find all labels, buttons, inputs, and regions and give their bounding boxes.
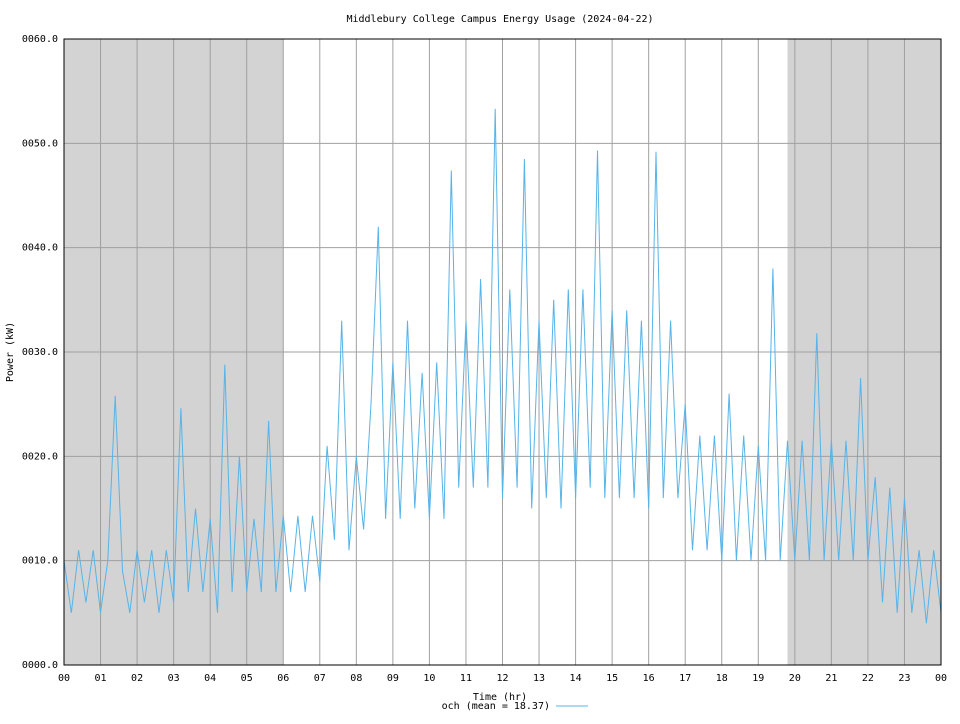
- x-tick-label: 17: [679, 673, 691, 684]
- x-tick-label: 22: [862, 673, 874, 684]
- x-tick-label: 21: [825, 673, 837, 684]
- y-tick-label: 0010.0: [22, 556, 58, 567]
- x-tick-label: 13: [533, 673, 545, 684]
- plot-border: [63, 38, 942, 666]
- x-tick-label: 06: [277, 673, 289, 684]
- y-tick-label: 0040.0: [22, 243, 58, 254]
- y-tick-label: 0050.0: [22, 138, 58, 149]
- x-tick-label: 14: [570, 673, 582, 684]
- chart-title: Middlebury College Campus Energy Usage (…: [346, 14, 653, 25]
- x-tick-label: 01: [95, 673, 107, 684]
- x-tick-label: 11: [460, 673, 472, 684]
- x-tick-label: 10: [423, 673, 435, 684]
- x-tick-label: 18: [716, 673, 728, 684]
- x-tick-label: 15: [606, 673, 618, 684]
- x-tick-label: 09: [387, 673, 399, 684]
- x-tick-label: 00: [58, 673, 70, 684]
- y-tick-label: 0020.0: [22, 451, 58, 462]
- x-tick-label: 12: [496, 673, 508, 684]
- x-tick-label: 08: [350, 673, 362, 684]
- x-tick-label: 20: [789, 673, 801, 684]
- y-axis-label: Power (kW): [5, 322, 16, 382]
- x-tick-label: 05: [241, 673, 253, 684]
- x-tick-label: 16: [643, 673, 655, 684]
- y-tick-label: 0030.0: [22, 347, 58, 358]
- x-tick-label: 07: [314, 673, 326, 684]
- x-tick-label: 23: [898, 673, 910, 684]
- x-tick-label: 19: [752, 673, 764, 684]
- x-tick-label: 00: [935, 673, 947, 684]
- legend-label: och (mean = 18.37): [442, 701, 550, 712]
- x-tick-label: 03: [168, 673, 180, 684]
- x-axis-label: Time (hr): [473, 692, 527, 703]
- y-tick-label: 0060.0: [22, 34, 58, 45]
- x-tick-label: 04: [204, 673, 216, 684]
- x-tick-label: 02: [131, 673, 143, 684]
- y-tick-label: 0000.0: [22, 660, 58, 671]
- data-line: [63, 108, 942, 624]
